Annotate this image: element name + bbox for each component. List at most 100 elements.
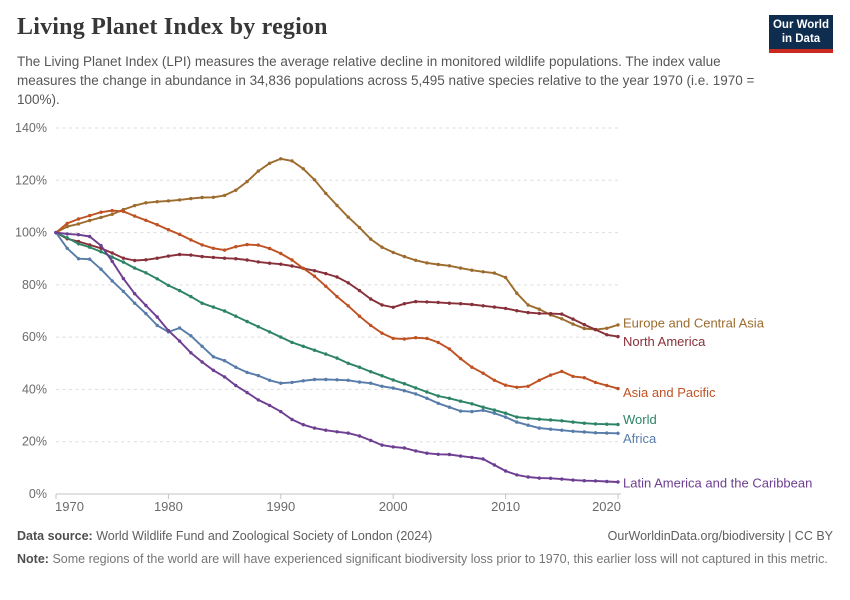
series-point: [560, 477, 564, 481]
series-point: [177, 288, 182, 293]
series-point: [99, 267, 103, 271]
series-point: [503, 411, 508, 415]
series-point: [470, 402, 474, 406]
series-point: [357, 380, 362, 384]
attribution-text: OurWorldinData.org/biodiversity | CC BY: [607, 529, 833, 543]
series-point: [65, 236, 69, 240]
series-point: [391, 386, 395, 390]
series-label-world: World: [623, 412, 657, 427]
series-point: [267, 330, 272, 334]
series-point: [537, 476, 541, 480]
series-point: [335, 294, 339, 299]
series-point: [526, 423, 530, 427]
y-tick-label-60: 60%: [22, 330, 47, 344]
series-point: [211, 368, 216, 372]
series-point: [301, 344, 305, 348]
series-point: [133, 301, 137, 305]
series-point: [267, 261, 272, 265]
series-point: [380, 303, 384, 307]
series-point: [200, 195, 204, 200]
series-point: [133, 214, 137, 218]
series-point: [346, 281, 350, 285]
series-point: [133, 203, 137, 208]
series-point: [548, 418, 553, 422]
series-point: [267, 161, 272, 165]
series-point: [234, 314, 238, 318]
series-point: [447, 452, 452, 457]
series-point: [503, 469, 508, 473]
series-point: [211, 195, 216, 199]
series-point: [245, 179, 249, 184]
owid-logo: Our World in Data: [769, 15, 833, 53]
x-tick-label-1990: 1990: [266, 499, 295, 514]
series-point: [222, 193, 227, 198]
note-label: Note:: [17, 552, 49, 566]
series-point: [571, 429, 575, 433]
series-point: [391, 336, 395, 341]
chart-subtitle: The Living Planet Index (LPI) measures t…: [17, 54, 755, 108]
series-point: [324, 377, 328, 382]
series-point: [346, 378, 350, 382]
series-point: [189, 294, 193, 299]
series-point: [380, 443, 384, 447]
series-point: [121, 276, 126, 281]
series-point: [245, 258, 249, 262]
series-point: [470, 455, 474, 460]
series-point: [470, 268, 474, 272]
series-point: [211, 355, 216, 359]
page-title: Living Planet Index by region: [17, 14, 328, 40]
series-point: [256, 398, 260, 402]
series-point: [436, 401, 440, 405]
x-tick-label-2010: 2010: [491, 499, 520, 514]
data-source-text: World Wildlife Fund and Zoological Socie…: [96, 529, 433, 543]
series-latin-america-and-the-caribbean: Latin America and the Caribbean: [54, 230, 812, 491]
series-point: [357, 225, 362, 230]
series-point: [560, 428, 564, 432]
series-point: [357, 365, 362, 369]
series-point: [391, 250, 395, 255]
series-point: [234, 257, 238, 261]
series-point: [380, 331, 384, 335]
series-point: [481, 457, 485, 461]
series-point: [447, 347, 452, 351]
series-point: [447, 405, 452, 409]
series-point: [414, 449, 418, 453]
series-point: [222, 309, 227, 313]
series-line-africa: [55, 231, 619, 435]
series-point: [76, 257, 81, 261]
series-point: [402, 337, 407, 341]
chart-header: Living Planet Index by region The Living…: [17, 14, 833, 109]
series-point: [481, 270, 485, 274]
series-point: [369, 237, 373, 241]
series-label-latin-america-and-the-caribbean: Latin America and the Caribbean: [623, 476, 812, 491]
series-point: [189, 253, 193, 257]
series-point: [222, 256, 227, 260]
series-point: [458, 409, 463, 413]
series-point: [88, 257, 92, 261]
series-point: [346, 304, 350, 308]
chart-footer: Data source: World Wildlife Fund and Zoo…: [17, 529, 833, 568]
y-tick-label-100: 100%: [15, 226, 47, 240]
series-point: [526, 310, 530, 315]
series-point: [515, 385, 519, 389]
series-point: [335, 203, 339, 208]
series-point: [324, 271, 328, 276]
series-point: [593, 380, 598, 385]
series-point: [537, 307, 541, 311]
series-point: [211, 305, 216, 309]
series-point: [571, 420, 575, 424]
series-point: [481, 371, 485, 375]
series-point: [503, 306, 508, 311]
series-point: [234, 245, 238, 249]
y-tick-label-0: 0%: [29, 487, 47, 501]
series-point: [290, 417, 294, 422]
series-point: [256, 325, 260, 329]
series-point: [369, 297, 373, 301]
series-point: [436, 340, 440, 345]
series-point: [346, 361, 350, 365]
series-point: [121, 256, 126, 260]
series-point: [267, 246, 272, 251]
series-point: [458, 302, 463, 306]
x-tick-label-2000: 2000: [379, 499, 408, 514]
series-point: [458, 399, 463, 403]
